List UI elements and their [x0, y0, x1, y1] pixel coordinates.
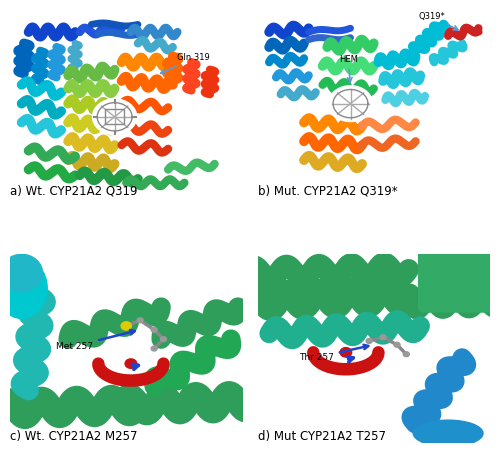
Text: Q319*: Q319* [418, 12, 458, 30]
FancyBboxPatch shape [418, 245, 500, 313]
Circle shape [328, 86, 372, 122]
Circle shape [475, 29, 482, 35]
Ellipse shape [414, 420, 483, 447]
Ellipse shape [0, 258, 47, 318]
Text: Met 257: Met 257 [56, 330, 135, 350]
Circle shape [151, 327, 157, 332]
Circle shape [374, 349, 383, 356]
Circle shape [394, 342, 400, 347]
Text: a) Wt. CYP21A2 Q319: a) Wt. CYP21A2 Q319 [10, 185, 138, 198]
Circle shape [380, 335, 386, 340]
Text: HEM: HEM [339, 55, 358, 82]
Circle shape [92, 99, 136, 135]
Circle shape [160, 337, 166, 341]
Circle shape [121, 322, 132, 330]
Text: Gln 319: Gln 319 [160, 53, 210, 73]
Ellipse shape [0, 254, 42, 292]
Text: c) Wt. CYP21A2 M257: c) Wt. CYP21A2 M257 [10, 430, 138, 443]
Text: Thr 257: Thr 257 [300, 345, 368, 362]
Circle shape [151, 346, 157, 351]
Circle shape [125, 359, 136, 368]
Circle shape [340, 348, 351, 357]
Circle shape [366, 339, 372, 343]
Text: d) Mut CYP21A2 T257: d) Mut CYP21A2 T257 [258, 430, 386, 443]
Circle shape [137, 318, 143, 323]
Circle shape [404, 352, 409, 357]
Text: b) Mut. CYP21A2 Q319*: b) Mut. CYP21A2 Q319* [258, 185, 397, 198]
